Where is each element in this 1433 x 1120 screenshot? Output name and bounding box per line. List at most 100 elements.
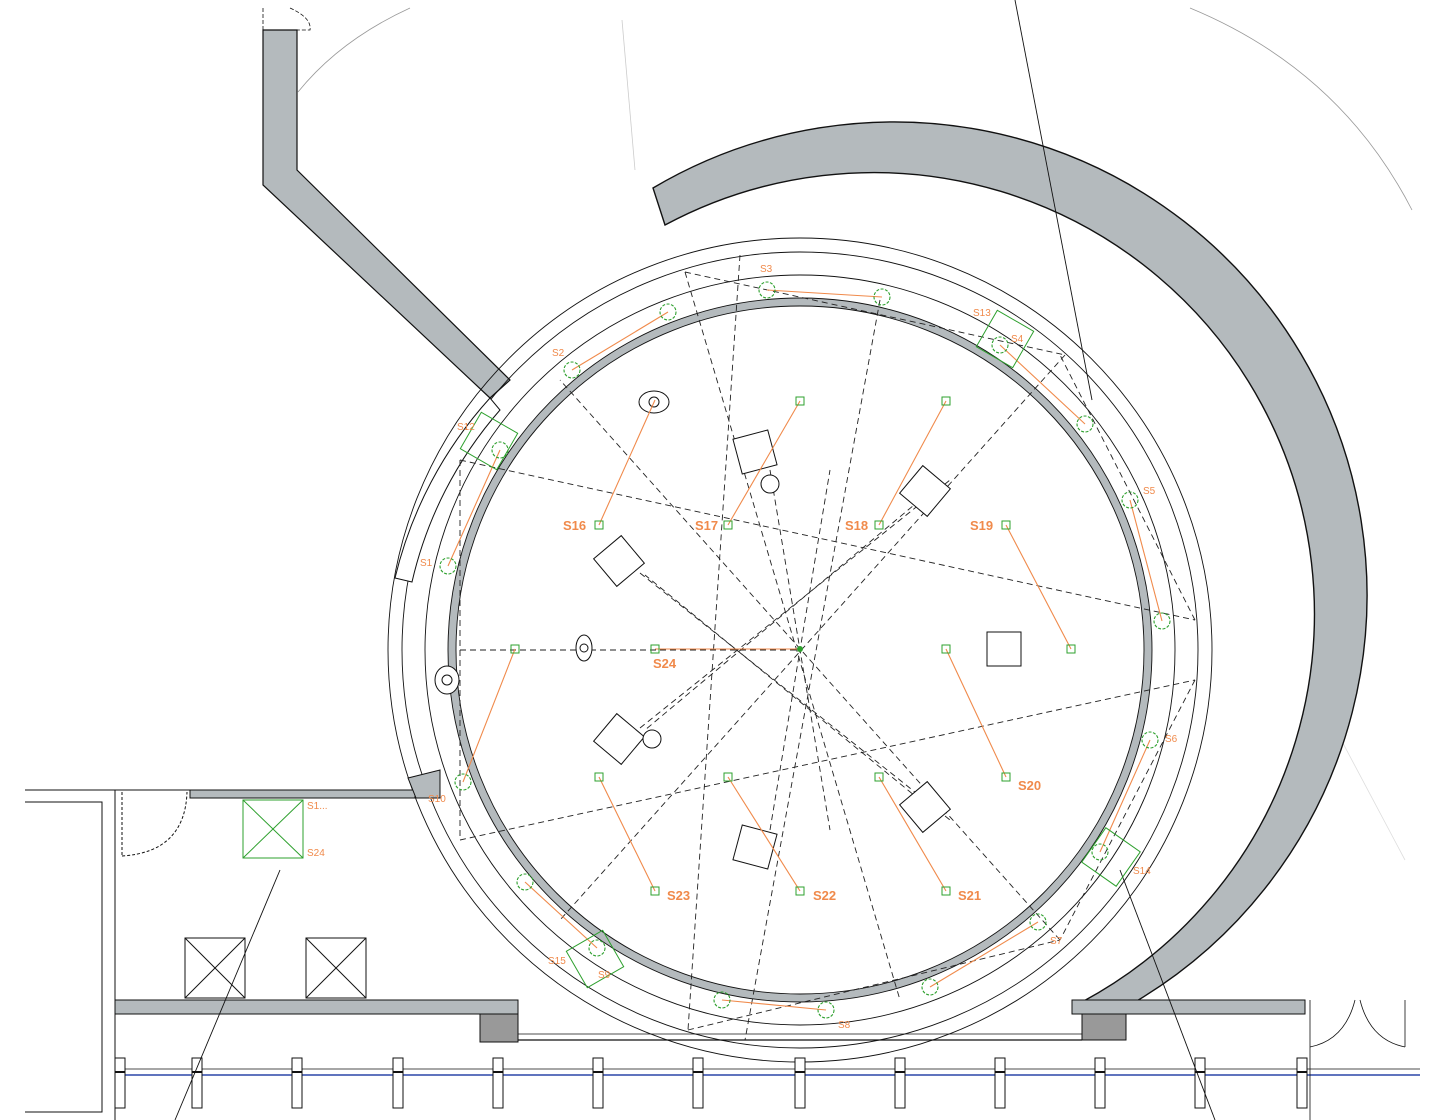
sensor-circle-18	[454, 773, 472, 791]
label-s22: S22	[813, 888, 836, 903]
label-s20: S20	[1018, 778, 1041, 793]
label-s1: S1	[420, 558, 433, 569]
mount-s15	[565, 929, 625, 989]
label-s12: S12	[457, 422, 475, 433]
sensor-square-16	[795, 886, 805, 896]
label-s15: S15	[548, 956, 566, 967]
left-arc-wall	[394, 397, 501, 583]
sensor-square-12	[723, 772, 733, 782]
outer-arc-left	[297, 7, 411, 93]
window-mullion-13	[1296, 1057, 1308, 1109]
label-s1-truncated: S1...	[307, 801, 328, 812]
label-s2: S2	[552, 348, 565, 359]
screen-2	[898, 464, 952, 518]
sensor-circle-11	[1091, 843, 1109, 861]
orange-connectors	[447, 289, 1163, 1011]
ring-inner-track	[424, 274, 1176, 1026]
crate-left	[184, 937, 246, 999]
screen-4	[986, 631, 1022, 667]
human-figures	[434, 390, 780, 749]
label-s6: S6	[1165, 734, 1178, 745]
sensor-square-17	[941, 886, 951, 896]
sensor-circle-6	[991, 336, 1009, 354]
outer-arc-right	[1189, 7, 1413, 211]
sensor-circles	[439, 281, 1171, 1019]
bottom-left-rooms	[25, 769, 441, 1120]
mount-s13	[975, 309, 1035, 369]
sensor-circle-2	[563, 361, 581, 379]
screens	[592, 429, 1022, 870]
label-s14: S14	[1133, 866, 1151, 877]
window-mullion-4	[392, 1057, 404, 1109]
sensor-circle-9	[1153, 612, 1171, 630]
label-s4: S4	[1011, 334, 1024, 345]
room-wall-top	[115, 789, 416, 799]
hatched-pillar-right	[1081, 1013, 1127, 1041]
sensor-square-15	[650, 886, 660, 896]
label-s3: S3	[760, 264, 773, 275]
bottom-wall-right	[1071, 999, 1306, 1015]
sensor-circle-13	[921, 978, 939, 996]
sensor-squares	[510, 396, 1076, 896]
control-box-s24	[242, 799, 304, 859]
screen-7	[732, 824, 778, 870]
door-top-left	[262, 7, 311, 31]
window-mullion-2	[191, 1057, 203, 1109]
label-s7: S7	[1050, 936, 1063, 947]
sensor-circle-4	[758, 281, 776, 299]
label-s19: S19	[970, 518, 993, 533]
corridor-wall	[262, 29, 511, 399]
label-s18: S18	[845, 518, 868, 533]
center-point	[797, 646, 803, 652]
sensor-square-10	[1066, 644, 1076, 654]
person-5	[642, 729, 662, 749]
screen-3	[592, 534, 646, 588]
window-mullion-1	[114, 1057, 126, 1109]
sensor-square-13	[874, 772, 884, 782]
sensor-square-3	[874, 520, 884, 530]
hatched-pillar-left	[479, 1013, 519, 1043]
sensor-square-8	[650, 644, 660, 654]
sensor-circle-3	[659, 303, 677, 321]
bottom-wall-left	[114, 999, 519, 1015]
label-s17: S17	[695, 518, 718, 533]
door-bottom-right	[1309, 999, 1406, 1120]
sensor-circle-14	[817, 1001, 835, 1019]
mount-s14	[1081, 827, 1141, 887]
label-s24-room: S24	[307, 848, 325, 859]
window-mullion-11	[1094, 1057, 1106, 1109]
sensor-circle-17	[516, 873, 534, 891]
sensor-circle-7	[1076, 415, 1094, 433]
window-mullion-5	[492, 1057, 504, 1109]
window-mullions	[114, 1057, 1308, 1109]
window-mullion-12	[1194, 1057, 1206, 1109]
label-s13: S13	[973, 308, 991, 319]
sensor-circle-16	[588, 939, 606, 957]
sensor-square-11	[594, 772, 604, 782]
screen-5	[592, 712, 646, 766]
labels: S1 S2 S3 S4 S5 S6 S7 S8 S9 S10 S12 S13 S…	[307, 264, 1178, 1031]
sensor-square-4	[1001, 520, 1011, 530]
label-s23: S23	[667, 888, 690, 903]
person-4	[760, 474, 780, 494]
sensor-circle-15	[713, 991, 731, 1009]
label-s21: S21	[958, 888, 981, 903]
mount-boxes	[459, 309, 1141, 989]
label-s8: S8	[838, 1020, 851, 1031]
inner-ring-wall	[448, 298, 1152, 1002]
label-s24: S24	[653, 656, 677, 671]
room-stub-wall	[407, 769, 441, 799]
window-mullion-8	[794, 1057, 806, 1109]
sightlines	[459, 254, 1196, 1041]
leader-lines	[174, 0, 1216, 1120]
crate-right	[305, 937, 367, 999]
screen-6	[898, 780, 952, 834]
window-mullion-10	[994, 1057, 1006, 1109]
window-mullion-9	[894, 1057, 906, 1109]
sensor-circle-10	[1141, 731, 1159, 749]
window-mullion-6	[592, 1057, 604, 1109]
sensor-circle-5	[873, 288, 891, 306]
ring-mid	[401, 251, 1199, 1049]
sensor-square-2	[723, 520, 733, 530]
